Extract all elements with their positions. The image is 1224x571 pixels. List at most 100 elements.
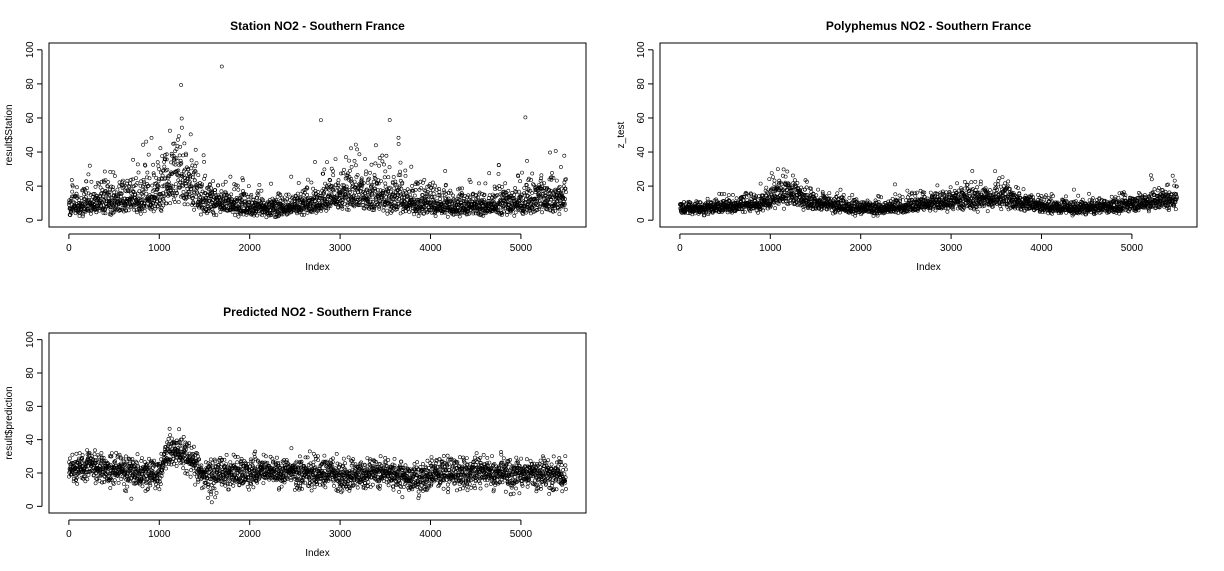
data-point <box>793 178 797 183</box>
data-point <box>211 179 216 184</box>
data-point <box>242 191 247 196</box>
data-point <box>221 182 225 187</box>
data-point <box>302 212 306 217</box>
data-point <box>827 191 832 196</box>
data-point <box>164 189 169 194</box>
data-point <box>969 180 974 185</box>
data-point <box>999 207 1004 212</box>
data-point <box>553 149 558 153</box>
data-point <box>816 187 821 192</box>
data-point <box>156 183 161 188</box>
data-point <box>933 208 938 213</box>
data-point <box>259 198 264 203</box>
data-point <box>179 172 184 177</box>
data-point <box>154 195 159 200</box>
data-point <box>910 190 914 195</box>
data-point <box>194 194 199 199</box>
data-point <box>144 191 149 196</box>
data-point <box>172 200 177 204</box>
data-point <box>108 169 113 174</box>
data-point <box>771 175 775 180</box>
data-point <box>1076 193 1081 198</box>
data-point <box>160 173 165 178</box>
data-point <box>177 185 182 190</box>
data-point <box>234 183 238 188</box>
data-point <box>422 188 427 193</box>
data-point <box>877 194 882 199</box>
data-point <box>144 187 149 192</box>
data-point <box>180 183 185 187</box>
data-point <box>97 208 102 213</box>
data-point <box>769 171 774 176</box>
data-point <box>363 157 367 161</box>
data-point <box>157 202 162 207</box>
data-point <box>161 197 166 202</box>
data-point <box>235 210 240 215</box>
data-point <box>142 182 147 187</box>
data-point <box>443 169 448 173</box>
data-point <box>520 170 524 175</box>
data-point <box>309 180 314 185</box>
data-point <box>188 175 193 180</box>
data-point <box>731 192 735 197</box>
data-point <box>170 191 175 195</box>
data-point <box>145 170 150 175</box>
data-point <box>85 186 89 191</box>
data-point <box>355 147 360 152</box>
data-point <box>184 153 189 158</box>
data-point <box>183 151 188 156</box>
data-point <box>368 170 372 175</box>
data-point <box>296 181 301 185</box>
data-point <box>795 181 800 185</box>
data-point <box>173 162 178 167</box>
data-point <box>128 181 133 186</box>
data-point <box>127 185 132 190</box>
data-point <box>142 180 147 185</box>
data-point <box>249 192 254 197</box>
data-point <box>161 168 165 173</box>
y-tick-label: 20 <box>25 180 36 192</box>
data-point <box>77 198 82 203</box>
data-point <box>144 204 149 209</box>
data-point <box>203 173 208 178</box>
data-point <box>69 209 74 214</box>
data-point <box>352 158 357 163</box>
data-point <box>88 192 93 197</box>
data-point <box>250 211 255 216</box>
data-point <box>136 196 140 201</box>
data-point <box>105 193 109 197</box>
data-point <box>182 202 187 207</box>
data-point <box>185 202 190 207</box>
data-point <box>373 143 378 148</box>
data-point <box>391 175 396 179</box>
y-axis-label: result$Station <box>4 104 15 165</box>
data-point <box>193 169 198 174</box>
data-point <box>255 213 260 218</box>
data-point <box>195 190 200 195</box>
data-point <box>161 203 166 208</box>
data-point <box>562 153 567 158</box>
data-point <box>161 199 166 204</box>
x-tick-label: 4000 <box>419 243 442 254</box>
data-point <box>164 201 169 206</box>
data-point <box>201 153 206 158</box>
data-point <box>238 208 243 213</box>
data-point <box>495 193 500 198</box>
data-point <box>386 175 391 180</box>
data-point <box>162 157 167 161</box>
x-tick-label: 0 <box>66 243 72 254</box>
data-points <box>678 167 1179 218</box>
data-point <box>140 188 145 193</box>
data-point <box>147 197 152 202</box>
data-point <box>216 202 221 207</box>
data-point <box>487 171 492 176</box>
data-point <box>239 198 244 203</box>
data-point <box>764 185 769 190</box>
data-point <box>219 64 224 69</box>
data-point <box>1072 187 1076 192</box>
data-point <box>102 169 107 174</box>
data-point <box>431 191 436 196</box>
data-point <box>384 153 389 158</box>
data-point <box>131 157 136 162</box>
data-point <box>409 164 414 169</box>
